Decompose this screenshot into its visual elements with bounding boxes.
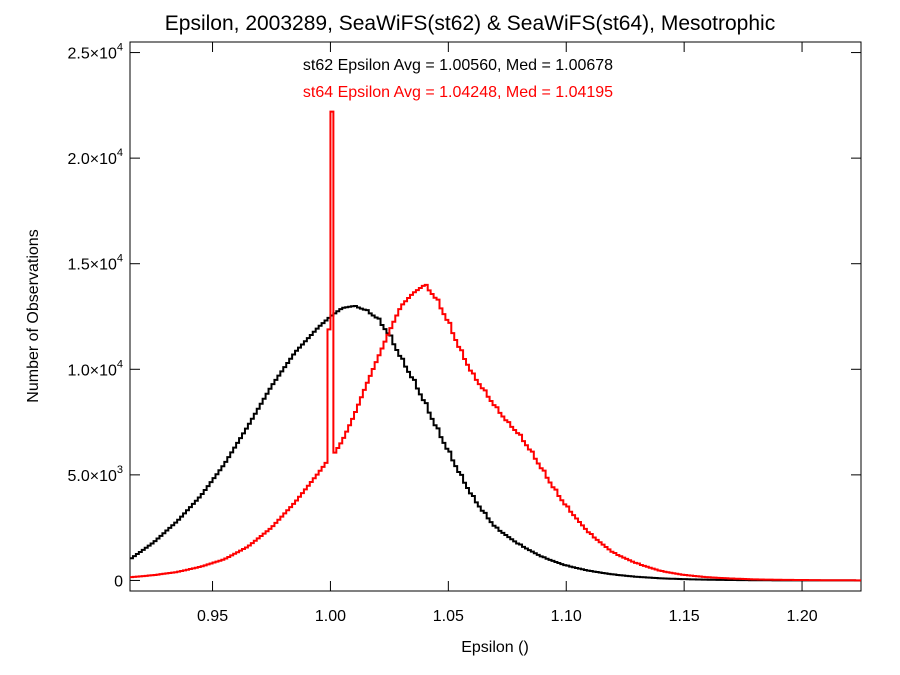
series-line-st62 [130,304,861,582]
y-tick-exponent: 3 [117,464,123,476]
y-tick-mantissa: 0 [114,573,123,590]
y-tick-exponent: 4 [117,42,123,54]
series-layer [130,110,861,582]
series-line-st64 [130,110,861,582]
annotation-st62: st62 Epsilon Avg = 1.00560, Med = 1.0067… [303,57,613,74]
annotation-st64: st64 Epsilon Avg = 1.04248, Med = 1.0419… [303,84,613,101]
chart-title: Epsilon, 2003289, SeaWiFS(st62) & SeaWiF… [165,12,775,35]
x-tick-label: 1.15 [669,608,700,625]
y-tick-mantissa: 1.0×10 [67,362,116,379]
y-tick-mantissa: 1.5×10 [67,257,116,274]
plot-frame [129,41,862,592]
y-tick-exponent: 4 [117,147,123,159]
y-tick-exponent: 4 [117,253,123,265]
y-tick-label: 1.0×104 [67,358,123,379]
x-tick-label: 1.20 [786,608,817,625]
x-axis-label: Epsilon () [461,639,529,656]
y-tick-mantissa: 5.0×10 [67,468,116,485]
y-tick-mantissa: 2.0×10 [67,151,116,168]
x-tick-label: 1.00 [315,608,346,625]
y-tick-label: 2.0×104 [67,147,123,168]
x-tick-label: 1.05 [433,608,464,625]
x-tick-label: 1.10 [551,608,582,625]
x-axis: 0.95 1.00 1.05 1.10 1.15 1.20 [197,42,818,625]
x-tick-label: 0.95 [197,608,228,625]
y-tick-exponent: 4 [117,358,123,370]
y-axis-label: Number of Observations [25,229,42,402]
y-tick-label: 2.5×104 [67,42,123,63]
y-tick-mantissa: 2.5×10 [67,46,116,63]
y-tick-label: 0 [114,573,123,590]
y-tick-label: 5.0×103 [67,464,123,485]
y-tick-label: 1.5×104 [67,253,123,274]
